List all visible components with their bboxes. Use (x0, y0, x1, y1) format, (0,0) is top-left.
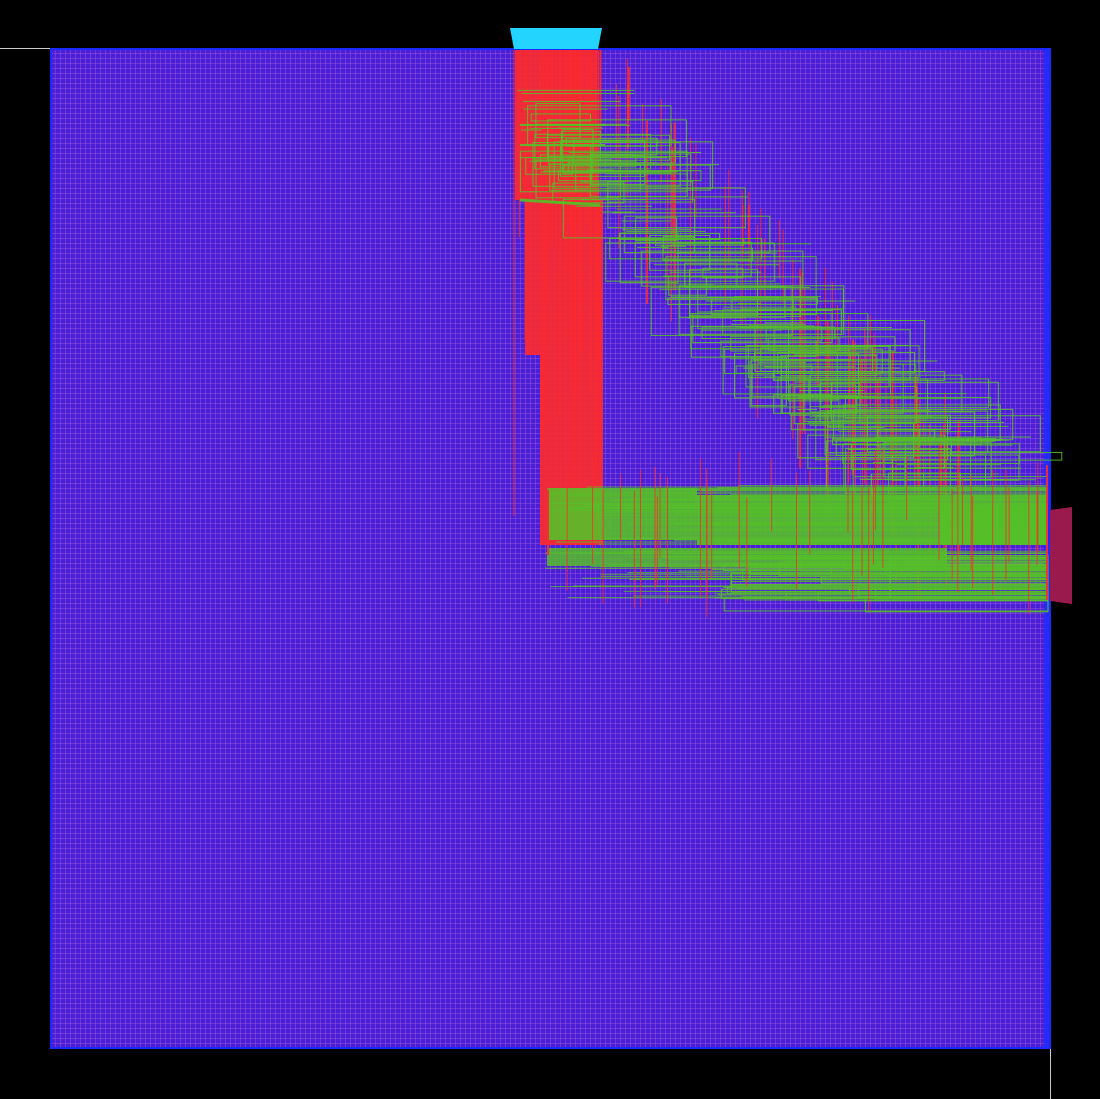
horizontal-route-box (665, 256, 817, 301)
horizontal-route-box (607, 180, 694, 203)
horizontal-route-box (690, 325, 790, 358)
horizontal-route-box (519, 150, 688, 193)
horizontal-route-box (702, 267, 744, 279)
horizontal-route (519, 198, 601, 207)
horizontal-route-box (797, 423, 914, 459)
horizontal-route-box (635, 217, 678, 241)
horizontal-route-box (722, 309, 843, 335)
horizontal-route-box (619, 232, 679, 284)
horizontal-route-box (605, 242, 775, 282)
horizontal-route-box (773, 394, 832, 414)
horizontal-route-box (530, 113, 591, 122)
horizontal-route-box (547, 119, 687, 158)
horizontal-route-bundle (547, 488, 697, 540)
horizontal-route-box (780, 355, 878, 377)
horizontal-route-box (654, 238, 745, 246)
horizontal-route-box (607, 187, 746, 229)
horizontal-route-box (830, 381, 999, 422)
horizontal-route-box (723, 597, 1049, 612)
horizontal-route-box (844, 396, 992, 419)
horizontal-route-box (866, 415, 1041, 453)
horizontal-route-box (684, 262, 738, 288)
horizontal-route-box (565, 137, 658, 147)
top-io-pin (510, 28, 602, 49)
horizontal-route-box (777, 378, 810, 399)
horizontal-route-box (749, 360, 805, 408)
horizontal-route-box (711, 297, 818, 316)
horizontal-route-box (535, 159, 622, 199)
horizontal-route-box (534, 133, 652, 170)
horizontal-route-box (772, 371, 945, 381)
right-io-pin (1050, 507, 1072, 604)
routing-layer (513, 50, 1063, 618)
horizontal-route-box (751, 356, 787, 407)
horizontal-route-box (662, 247, 754, 261)
